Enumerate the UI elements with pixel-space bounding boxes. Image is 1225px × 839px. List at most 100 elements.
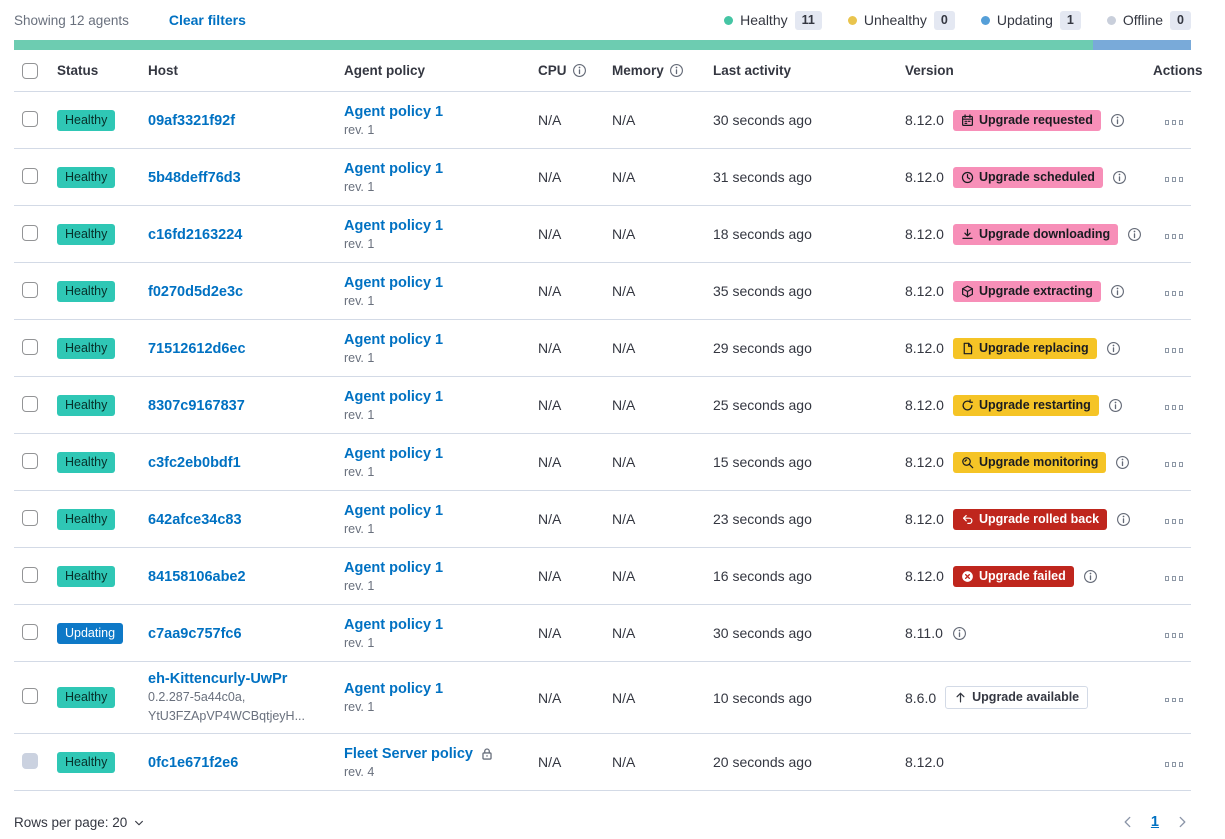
policy-link[interactable]: Agent policy 1 [344, 445, 444, 462]
actions-menu-button[interactable] [1163, 230, 1186, 243]
policy-revision: rev. 1 [344, 464, 375, 479]
memory-value: N/A [612, 511, 636, 527]
legend-label: Unhealthy [863, 12, 927, 28]
cpu-value: N/A [538, 112, 562, 128]
info-icon[interactable] [572, 63, 587, 78]
host-link[interactable]: c3fc2eb0bdf1 [148, 454, 241, 471]
row-checkbox[interactable] [22, 281, 38, 298]
info-icon[interactable] [1115, 455, 1130, 470]
policy-link[interactable]: Agent policy 1 [344, 160, 444, 177]
status-badge: Healthy [57, 687, 116, 708]
host-link[interactable]: 09af3321f92f [148, 112, 236, 129]
pagination: 1 [1119, 813, 1191, 831]
calendar-icon [961, 112, 974, 129]
cpu-value: N/A [538, 689, 562, 706]
actions-menu-button[interactable] [1163, 173, 1186, 186]
actions-menu-button[interactable] [1163, 694, 1186, 707]
upgrade-badge: Upgrade rolled back [952, 508, 1108, 530]
next-page-button[interactable] [1173, 813, 1191, 831]
policy-link[interactable]: Agent policy 1 [344, 217, 444, 234]
host-link[interactable]: f0270d5d2e3c [148, 283, 244, 300]
policy-link[interactable]: Fleet Server policy [344, 745, 473, 762]
host-link[interactable]: 0fc1e671f2e6 [148, 754, 239, 771]
version-value: 8.11.0 [905, 625, 943, 641]
policy-revision: rev. 1 [344, 350, 375, 365]
legend-item-offline[interactable]: Offline 0 [1106, 10, 1191, 30]
status-badge: Healthy [57, 337, 116, 359]
memory-value: N/A [612, 226, 636, 242]
cpu-value: N/A [538, 283, 562, 299]
policy-link[interactable]: Agent policy 1 [344, 274, 444, 291]
host-link[interactable]: 71512612d6ec [148, 340, 246, 357]
row-checkbox[interactable] [22, 395, 38, 412]
actions-menu-button[interactable] [1163, 116, 1186, 129]
upgrade-badge: Upgrade failed [952, 565, 1074, 587]
info-icon[interactable] [952, 626, 967, 641]
actions-menu-button[interactable] [1163, 401, 1186, 414]
actions-menu-button[interactable] [1163, 758, 1186, 771]
host-link[interactable]: c7aa9c757fc6 [148, 625, 242, 642]
row-checkbox[interactable] [22, 688, 38, 704]
page-number-button[interactable]: 1 [1150, 814, 1159, 830]
actions-menu-button[interactable] [1163, 344, 1186, 357]
upgrade-badge: Upgrade available [945, 686, 1089, 709]
info-icon[interactable] [1110, 113, 1125, 128]
rows-per-page-button[interactable]: Rows per page: 20 [14, 815, 145, 830]
host-link[interactable]: 5b48deff76d3 [148, 169, 241, 186]
row-checkbox[interactable] [22, 338, 38, 355]
host-link[interactable]: 8307c9167837 [148, 397, 245, 414]
host-link[interactable]: eh-Kittencurly-UwPr [148, 671, 288, 687]
offline-dot-icon [1106, 15, 1116, 25]
info-icon[interactable] [1112, 170, 1127, 185]
updating-bar-segment [1092, 40, 1191, 50]
memory-value: N/A [612, 454, 636, 470]
status-legend: Healthy 11 Unhealthy 0 Updating 1 Offlin… [724, 10, 1191, 30]
host-link[interactable]: 84158106abe2 [148, 568, 246, 585]
legend-item-updating[interactable]: Updating 1 [980, 10, 1081, 30]
actions-menu-button[interactable] [1163, 629, 1186, 642]
table-row: Healthy 642afce34c83 Agent policy 1 rev.… [14, 491, 1191, 548]
select-all-checkbox[interactable] [22, 62, 38, 79]
actions-menu-button[interactable] [1163, 515, 1186, 528]
version-value: 8.12.0 [905, 568, 944, 584]
policy-link[interactable]: Agent policy 1 [344, 681, 444, 697]
download-icon [961, 226, 974, 243]
host-link[interactable]: c16fd2163224 [148, 226, 243, 243]
info-icon[interactable] [1127, 227, 1142, 242]
legend-item-unhealthy[interactable]: Unhealthy 0 [847, 10, 955, 30]
previous-page-button[interactable] [1119, 813, 1137, 831]
last-activity: 35 seconds ago [713, 283, 812, 299]
legend-item-healthy[interactable]: Healthy 11 [724, 10, 822, 30]
info-icon[interactable] [1108, 398, 1123, 413]
policy-link[interactable]: Agent policy 1 [344, 103, 444, 120]
clear-filters-link[interactable]: Clear filters [168, 12, 246, 28]
actions-menu-button[interactable] [1163, 458, 1186, 471]
info-icon[interactable] [1116, 512, 1131, 527]
memory-value: N/A [612, 340, 636, 356]
policy-revision: rev. 1 [344, 122, 375, 137]
policy-link[interactable]: Agent policy 1 [344, 559, 444, 576]
row-checkbox[interactable] [22, 167, 38, 184]
info-icon[interactable] [1106, 341, 1121, 356]
actions-menu-button[interactable] [1163, 572, 1186, 585]
row-checkbox[interactable] [22, 623, 38, 640]
rows-per-page-label: Rows per page: 20 [14, 814, 128, 830]
row-checkbox[interactable] [22, 509, 38, 526]
info-icon[interactable] [669, 63, 684, 78]
row-checkbox[interactable] [22, 566, 38, 583]
info-icon[interactable] [1083, 569, 1098, 584]
row-checkbox[interactable] [22, 110, 38, 127]
policy-link[interactable]: Agent policy 1 [344, 616, 444, 633]
policy-link[interactable]: Agent policy 1 [344, 502, 444, 519]
host-link[interactable]: 642afce34c83 [148, 511, 242, 528]
row-checkbox[interactable] [22, 224, 38, 241]
legend-count-badge: 1 [1059, 10, 1081, 30]
row-checkbox[interactable] [22, 452, 38, 469]
info-icon[interactable] [1110, 284, 1125, 299]
policy-revision: rev. 1 [344, 179, 375, 194]
upgrade-badge: Upgrade scheduled [952, 166, 1103, 188]
last-activity: 30 seconds ago [713, 112, 812, 128]
actions-menu-button[interactable] [1163, 287, 1186, 300]
policy-link[interactable]: Agent policy 1 [344, 388, 444, 405]
policy-link[interactable]: Agent policy 1 [344, 331, 444, 348]
